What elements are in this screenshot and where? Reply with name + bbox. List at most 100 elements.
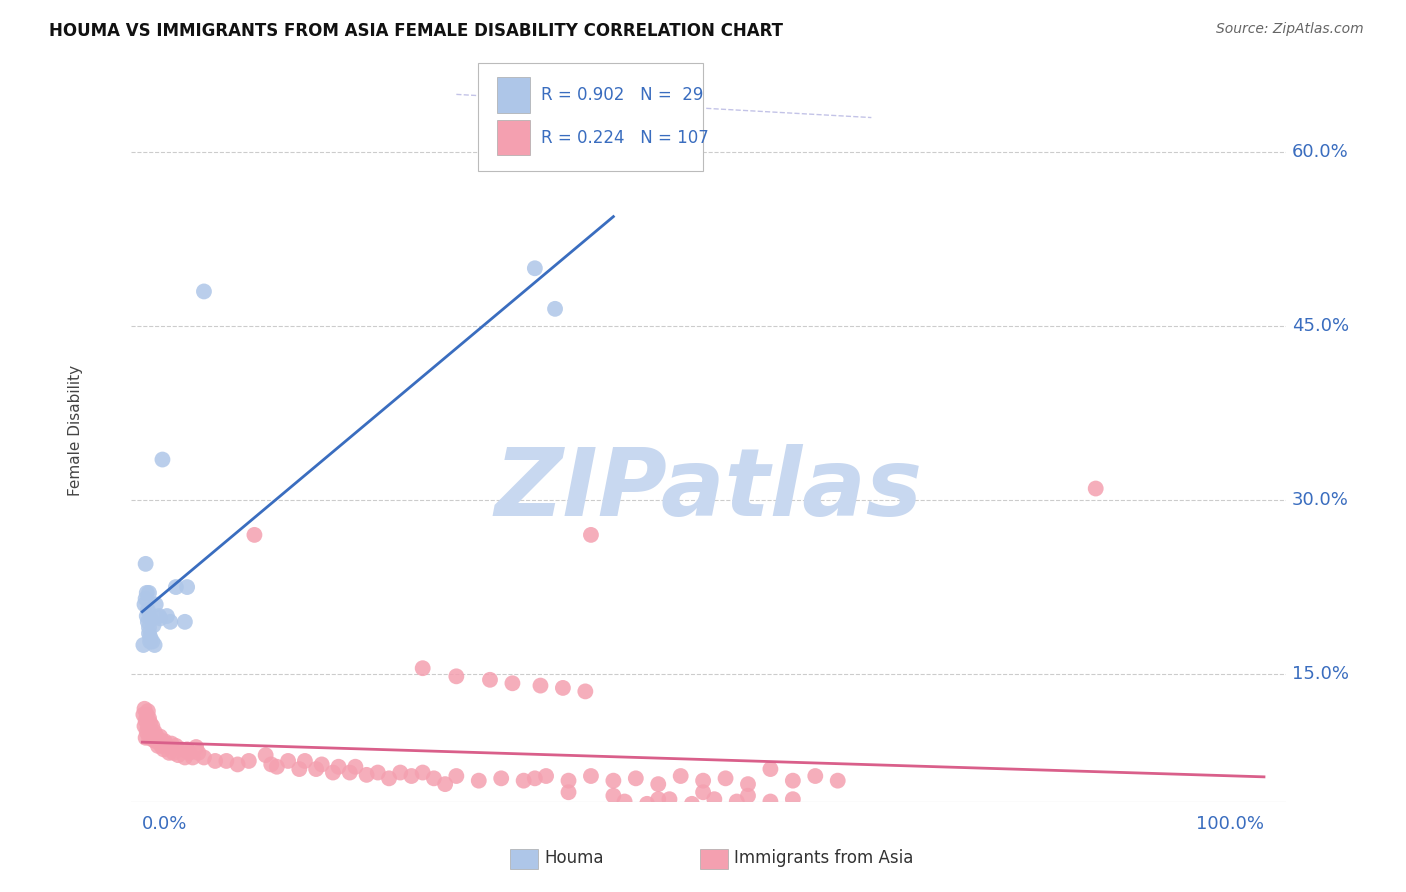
Point [288,762,311,776]
Point [141,613,163,627]
Point [647,792,669,806]
Point [423,772,446,786]
Point [135,707,157,722]
Point [827,773,849,788]
Point [669,769,692,783]
Point [389,765,412,780]
Point [658,792,681,806]
Point [204,754,226,768]
Point [135,609,157,624]
Point [156,739,179,753]
Point [647,777,669,791]
Point [135,557,157,571]
Point [501,676,523,690]
Point [412,765,434,780]
Point [489,772,512,786]
Point [170,742,193,756]
Point [132,638,155,652]
Point [378,772,401,786]
Point [254,748,277,763]
Point [434,777,457,791]
Point [134,598,156,612]
Point [138,586,160,600]
Point [156,609,179,624]
Point [356,768,378,782]
Point [339,765,361,780]
Point [1084,482,1107,496]
Point [135,731,157,745]
Point [143,725,166,739]
FancyBboxPatch shape [478,63,703,171]
Point [328,760,350,774]
Point [551,681,574,695]
Text: 100.0%: 100.0% [1197,815,1264,833]
Point [173,615,195,629]
Point [544,301,567,316]
Point [159,615,181,629]
Point [412,661,434,675]
Point [804,769,827,783]
Point [523,261,546,276]
Text: Source: ZipAtlas.com: Source: ZipAtlas.com [1216,22,1364,37]
Point [238,754,260,768]
Point [139,715,162,730]
Point [277,754,299,768]
Point [138,731,160,745]
Point [184,739,207,754]
Text: 0.0%: 0.0% [142,815,187,833]
Point [266,760,288,774]
Point [157,746,180,760]
Point [135,591,157,606]
Point [149,611,172,625]
Point [136,719,159,733]
Point [759,795,782,809]
Point [193,750,215,764]
Point [311,757,333,772]
Point [294,754,316,768]
Bar [498,78,530,113]
Point [579,769,602,783]
Point [134,702,156,716]
Point [759,762,782,776]
Point [725,795,748,809]
Point [139,723,162,737]
Point [243,528,266,542]
Point [135,586,157,600]
Point [143,638,166,652]
Text: 15.0%: 15.0% [1292,665,1348,683]
Point [260,757,283,772]
Point [602,789,624,803]
Point [142,733,165,747]
Point [344,760,367,774]
Point [134,719,156,733]
Point [179,746,201,760]
Point [176,742,198,756]
Point [149,730,172,744]
Point [692,785,714,799]
Point [187,746,209,760]
Point [557,773,579,788]
Point [446,669,468,683]
Point [145,598,167,612]
Point [136,615,159,629]
Point [145,734,167,748]
Text: ZIPatlas: ZIPatlas [495,444,922,536]
Point [150,739,173,753]
Point [613,795,636,809]
Point [181,750,204,764]
Point [152,742,174,756]
Point [193,285,215,299]
Point [141,725,163,739]
Point [148,609,170,624]
Point [146,730,169,744]
Point [138,711,160,725]
Point [468,773,491,788]
Point [148,733,170,747]
Point [523,772,546,786]
Point [367,765,389,780]
Point [165,580,187,594]
Point [557,785,579,799]
Point [136,704,159,718]
Point [215,754,238,768]
Text: 45.0%: 45.0% [1292,318,1350,335]
